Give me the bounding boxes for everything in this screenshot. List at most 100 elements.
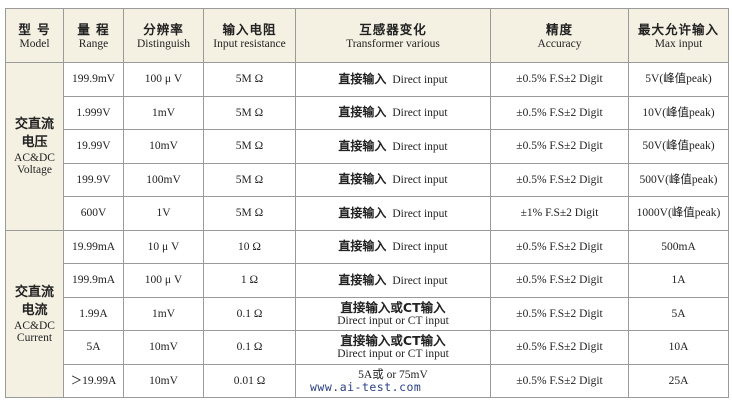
model-label-en: Current xyxy=(16,331,53,344)
accuracy-cell: ±0.5% F.S±2 Digit xyxy=(490,229,629,264)
input-resistance-cell: 5M Ω xyxy=(203,62,296,97)
range-cell: 600V xyxy=(63,196,124,231)
max-input-cell: 10A xyxy=(628,330,729,365)
max-input-cell: 1A xyxy=(628,263,729,298)
transformer-en: Direct input or CT input xyxy=(337,348,449,361)
header-cell: 型 号 Model xyxy=(5,8,64,63)
header-label-zh: 分辨率 xyxy=(143,21,184,37)
header-label-zh: 互感器变化 xyxy=(359,21,427,37)
transformer-zh: 直接输入或CT输入 xyxy=(340,299,446,315)
table-row: 1.999V 1mV 5M Ω 直接输入 Direct input ±0.5% F.S±2… xyxy=(6,95,729,130)
model-label-zh: 交直流 xyxy=(14,117,54,133)
transformer-zh: 直接输入 xyxy=(338,239,387,254)
input-resistance-cell: 5M Ω xyxy=(203,95,296,130)
transformer-cell: 直接输入 Direct input xyxy=(295,129,491,164)
resolution-cell: 1V xyxy=(123,196,204,231)
resolution-cell: 1mV xyxy=(123,95,204,130)
table-row: 600V 1V 5M Ω 直接输入 Direct input ±1% F.S±2 Digi… xyxy=(6,196,729,231)
model-cell: 交直流 电流 AC&DC Current xyxy=(5,229,64,398)
range-cell: 199.9mV xyxy=(63,62,124,97)
model-label-en: AC&DC xyxy=(14,152,55,165)
transformer-cell: 5A或 or 75mV xyxy=(295,363,491,398)
transformer-en: Direct input xyxy=(392,207,448,220)
accuracy-cell: ±0.5% F.S±2 Digit xyxy=(490,330,629,365)
header-cell: 最大允许输入 Max input xyxy=(628,8,729,63)
transformer-cell: 直接输入或CT输入 Direct input or CT input xyxy=(295,296,491,331)
transformer-zh: 直接输入或CT输入 xyxy=(340,333,446,349)
table-row: 1.99A 1mV 0.1 Ω 直接输入或CT输入 Direct input or CT… xyxy=(6,296,729,331)
model-cell: 交直流 电压 AC&DC Voltage xyxy=(5,62,64,231)
resolution-cell: 100mV xyxy=(123,162,204,197)
header-label-en: Max input xyxy=(654,37,703,50)
accuracy-cell: ±0.5% F.S±2 Digit xyxy=(490,162,629,197)
header-cell: 输入电阻 Input resistance xyxy=(203,8,296,63)
input-resistance-cell: 0.1 Ω xyxy=(203,296,296,331)
transformer-cell: 直接输入 Direct input xyxy=(295,263,491,298)
accuracy-cell: ±0.5% F.S±2 Digit xyxy=(490,95,629,130)
resolution-cell: 10mV xyxy=(123,330,204,365)
max-input-cell: 10V(峰值peak) xyxy=(628,95,729,130)
range-cell: 19.99mA xyxy=(63,229,124,264)
table-row: 5A 10mV 0.1 Ω 直接输入或CT输入 Direct input or CT i… xyxy=(6,330,729,365)
transformer-cell: 直接输入 Direct input xyxy=(295,229,491,264)
transformer-en: Direct input or CT input xyxy=(337,314,449,327)
resolution-cell: 1mV xyxy=(123,296,204,331)
header-label-zh: 型 号 xyxy=(18,21,51,37)
transformer-zh: 直接输入 xyxy=(338,105,387,120)
table-row: ＞19.99A 10mV 0.01 Ω 5A或 or 75mV ±0.5% F.S±2 … xyxy=(6,363,729,398)
transformer-zh: 直接输入 xyxy=(338,71,387,86)
table-row: 交直流 电压 AC&DC Voltage 199.9mV 100 μ V 5M Ω 直接输入 D… xyxy=(5,62,729,231)
input-resistance-cell: 5M Ω xyxy=(203,162,296,197)
transformer-zh: 直接输入 xyxy=(338,205,387,220)
header-label-en: Input resistance xyxy=(213,37,286,50)
max-input-cell: 5A xyxy=(628,296,729,331)
max-input-cell: 500V(峰值peak) xyxy=(628,162,729,197)
header-label-zh: 输入电阻 xyxy=(222,21,277,37)
transformer-en: Direct input xyxy=(392,241,448,254)
transformer-en: Direct input xyxy=(392,274,448,287)
header-cell: 分辨率 Distinguish xyxy=(123,8,204,63)
range-cell: 5A xyxy=(63,330,124,365)
resolution-cell: 10mV xyxy=(123,363,204,398)
accuracy-cell: ±0.5% F.S±2 Digit xyxy=(490,62,629,97)
transformer-zh: 直接输入 xyxy=(338,172,387,187)
transformer-en: 5A或 or 75mV xyxy=(358,368,428,381)
range-cell: 1.99A xyxy=(63,296,124,331)
input-resistance-cell: 10 Ω xyxy=(203,229,296,264)
header-label-zh: 最大允许输入 xyxy=(637,21,719,37)
transformer-cell: 直接输入 Direct input xyxy=(295,62,491,97)
model-label-en: Voltage xyxy=(17,164,52,177)
spec-table: 型 号 Model 量 程 Range 分辨率 Distinguish 输入电阻 Input … xyxy=(5,8,729,398)
input-resistance-cell: 0.1 Ω xyxy=(203,330,296,365)
range-cell: 1.999V xyxy=(63,95,124,130)
resolution-cell: 10 μ V xyxy=(123,229,204,264)
header-label-en: Transformer various xyxy=(346,37,440,50)
header-label-en: Range xyxy=(78,37,109,50)
header-label-en: Model xyxy=(19,37,50,50)
range-cell: 199.9V xyxy=(63,162,124,197)
range-cell: 19.99V xyxy=(63,129,124,164)
input-resistance-cell: 5M Ω xyxy=(203,196,296,231)
header-cell: 量 程 Range xyxy=(63,8,124,63)
max-input-cell: 25A xyxy=(628,363,729,398)
max-input-cell: 50V(峰值peak) xyxy=(628,129,729,164)
table-row: 交直流 电流 AC&DC Current 19.99mA 10 μ V 10 Ω 直接输入 Di… xyxy=(5,229,729,398)
model-label-zh: 电流 xyxy=(21,302,48,318)
input-resistance-cell: 5M Ω xyxy=(203,129,296,164)
header-cell: 精度 Accuracy xyxy=(490,8,629,63)
transformer-zh: 直接输入 xyxy=(338,138,387,153)
accuracy-cell: ±0.5% F.S±2 Digit xyxy=(490,263,629,298)
transformer-en: Direct input xyxy=(392,73,448,86)
transformer-zh: 直接输入 xyxy=(338,272,387,287)
accuracy-cell: ±0.5% F.S±2 Digit xyxy=(490,296,629,331)
transformer-cell: 直接输入或CT输入 Direct input or CT input xyxy=(295,330,491,365)
header-label-zh: 精度 xyxy=(545,21,573,37)
table-row: 19.99V 10mV 5M Ω 直接输入 Direct input ±0.5% F.S±… xyxy=(6,129,729,164)
header-label-zh: 量 程 xyxy=(77,21,110,37)
header-cell: 互感器变化 Transformer various xyxy=(295,8,491,63)
range-cell: ＞19.99A xyxy=(63,363,124,398)
transformer-en: Direct input xyxy=(392,174,448,187)
model-label-zh: 交直流 xyxy=(14,284,54,300)
range-cell: 199.9mA xyxy=(63,263,124,298)
